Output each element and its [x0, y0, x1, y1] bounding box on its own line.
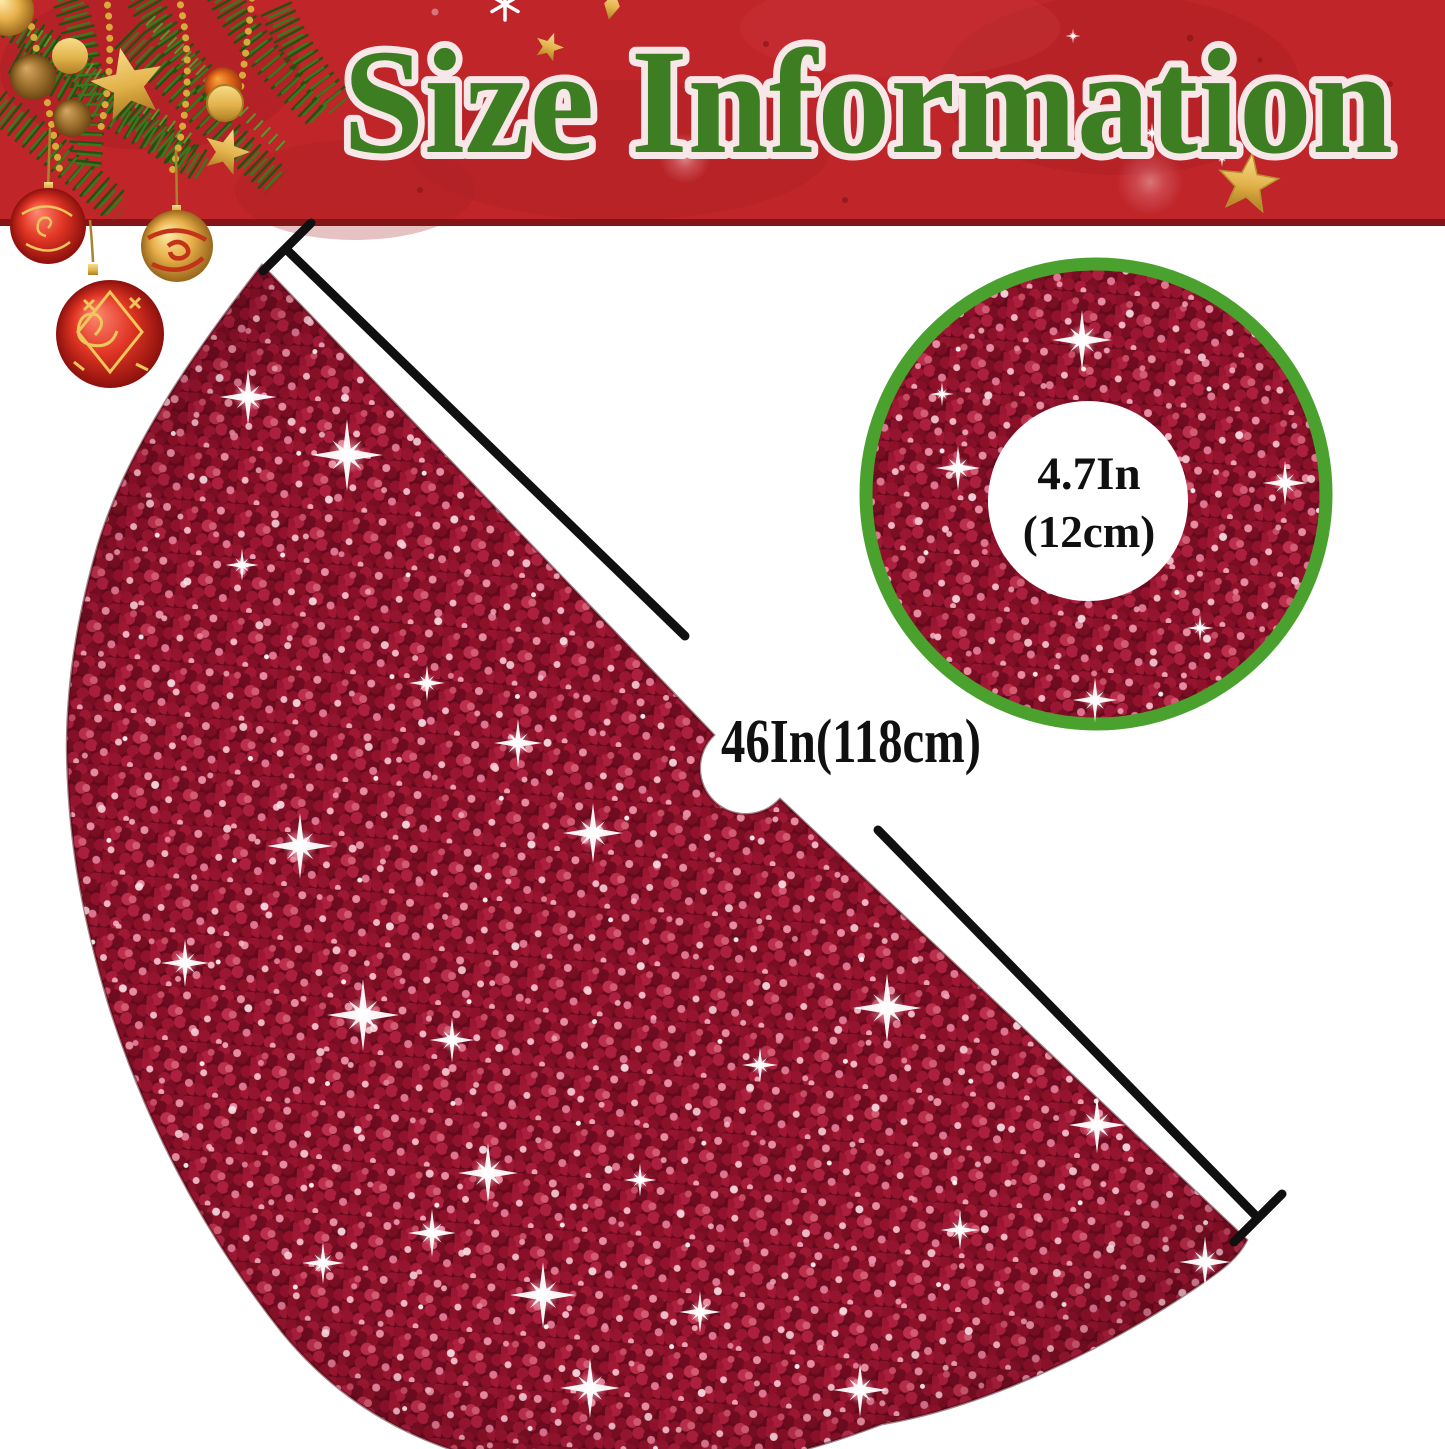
bokeh-glow-icon — [1116, 148, 1184, 216]
gold-disc-icon — [206, 84, 244, 122]
tree-skirt — [65, 263, 1249, 1449]
gold-leaf-icon — [604, 0, 620, 20]
bokeh-glow-icon — [659, 132, 711, 184]
hole-diameter-label-line2: (12cm) — [1023, 507, 1155, 557]
ornament-strings — [46, 127, 179, 263]
diameter-line-upper — [282, 245, 690, 641]
snowflake-icon — [490, 0, 520, 22]
hole-cutout — [988, 401, 1188, 601]
diameter-line-lower — [873, 825, 1263, 1223]
banner: Size Information — [0, 0, 1445, 240]
page-title: Size Information — [343, 19, 1393, 185]
diameter-measurement — [258, 218, 1287, 1247]
hole-detail-circle: 4.7In (12cm) — [859, 257, 1333, 731]
banner-speckles — [417, 8, 1393, 203]
hole-diameter-label-line1: 4.7In — [1037, 448, 1140, 500]
diameter-line-end-cap — [258, 218, 316, 276]
magnifier-ring — [859, 257, 1333, 731]
red-bauble-large-icon — [56, 264, 164, 388]
banner-bottom-edge — [0, 219, 1445, 226]
christmas-decorations — [0, 0, 349, 388]
red-bauble-icon — [10, 182, 86, 264]
bronze-bauble-icon — [10, 54, 56, 100]
skirt-diameter-label: 46In(118cm) — [721, 708, 981, 776]
bronze-bauble-icon — [53, 99, 91, 137]
diameter-line-end-cap — [1229, 1189, 1287, 1247]
gold-bauble-icon — [141, 205, 213, 282]
gold-bow-icon — [52, 38, 88, 74]
tree-skirt-shading — [67, 265, 1247, 1449]
gold-bauble-icon — [0, 0, 34, 36]
